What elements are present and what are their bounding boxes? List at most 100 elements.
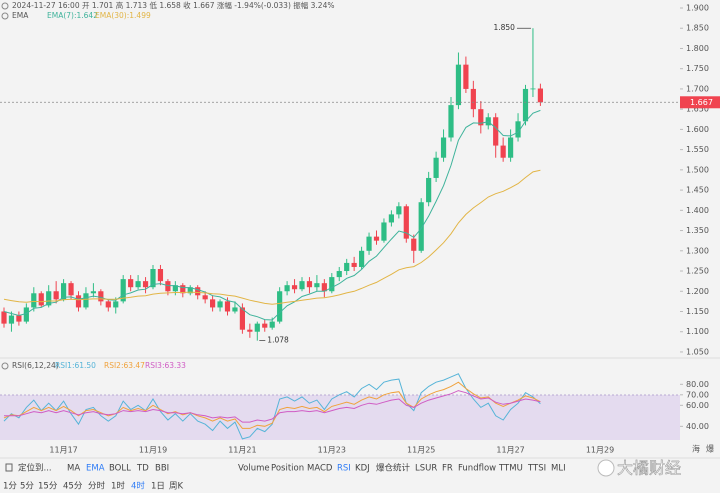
candle-body <box>165 281 171 292</box>
candle-body <box>291 285 298 290</box>
indicator-button[interactable]: TTSI <box>527 464 546 474</box>
candle <box>31 287 37 312</box>
candle <box>500 137 506 162</box>
indicator-button[interactable]: BBI <box>155 464 169 474</box>
line-series <box>4 390 541 423</box>
indicator-button[interactable]: Fundflow <box>458 464 496 474</box>
candle-body <box>83 293 89 308</box>
watermark: 大橘财经 <box>617 459 681 478</box>
line-series <box>3 373 541 440</box>
candle <box>157 264 164 286</box>
candle <box>336 266 342 282</box>
candle <box>388 210 394 227</box>
y-tick-label: 1.900 <box>686 4 709 13</box>
interval-button[interactable]: 45分 <box>63 482 83 492</box>
candle-body <box>128 279 134 288</box>
indicator-button[interactable]: FR <box>442 464 453 474</box>
indicator-button[interactable]: TD <box>136 464 149 474</box>
candle-body <box>31 293 37 308</box>
candle-body <box>329 277 335 292</box>
candle-body <box>314 283 320 288</box>
legend-entry: EMA(30):1.499 <box>95 11 151 20</box>
candle-body <box>38 293 44 306</box>
y-tick-label: 60.00 <box>686 401 709 410</box>
legend-entry: RSI2:63.47 <box>104 361 145 370</box>
candle-body <box>23 307 29 322</box>
candle-body <box>247 329 253 332</box>
candle <box>277 287 283 324</box>
candle-body <box>478 109 484 126</box>
candle <box>344 258 350 276</box>
candle <box>254 321 260 341</box>
indicator-button[interactable]: MA <box>67 464 80 474</box>
indicator-button[interactable]: EMA <box>86 464 105 474</box>
eye-icon[interactable] <box>1 362 9 370</box>
candle-body <box>1 311 7 324</box>
candle-body <box>537 88 543 103</box>
interval-button[interactable]: 1分 <box>3 482 17 492</box>
candle <box>396 202 402 219</box>
indicator-button[interactable]: Position <box>271 464 304 474</box>
indicator-button[interactable]: RSI <box>337 464 351 474</box>
candle-body <box>210 299 216 308</box>
indicator-button[interactable]: 爆仓统计 <box>376 463 411 474</box>
candle-body <box>515 121 521 138</box>
x-tick-label: 11月21 <box>228 446 256 455</box>
candle-body <box>46 291 52 306</box>
indicator-button[interactable]: Volume <box>238 464 270 474</box>
candle <box>180 283 186 298</box>
candle-body <box>284 285 290 292</box>
ohlc-header: 2024-11-27 16:00 开 1.701 高 1.713 低 1.658… <box>12 0 334 10</box>
interval-button[interactable]: 4时 <box>131 481 145 492</box>
candle <box>418 198 424 253</box>
candle-body <box>359 250 365 267</box>
eye-icon[interactable] <box>1 12 9 20</box>
indicator-button[interactable]: MLI <box>551 464 566 474</box>
candle-body <box>500 145 506 158</box>
side-label[interactable]: 爆 <box>706 444 714 454</box>
candle <box>455 52 462 110</box>
indicator-button[interactable]: MACD <box>307 464 333 474</box>
candle <box>128 275 134 292</box>
interval-button[interactable]: 5分 <box>20 482 34 492</box>
interval-button[interactable]: 周K <box>169 482 184 492</box>
candle <box>299 277 305 292</box>
candle-body <box>530 88 536 90</box>
interval-button[interactable]: 1时 <box>111 481 125 492</box>
rsi-title: RSI(6,12,24) <box>12 361 59 370</box>
side-label[interactable]: 海 <box>692 444 700 454</box>
candle <box>68 281 74 300</box>
indicator-button[interactable]: BOLL <box>109 464 131 474</box>
candle-body <box>351 262 357 267</box>
line-series <box>3 169 541 305</box>
candle <box>321 279 327 298</box>
y-tick-label: 1.350 <box>686 226 709 235</box>
indicator-button[interactable]: LSUR <box>415 464 437 474</box>
candle <box>530 28 536 98</box>
y-tick-label: 1.050 <box>686 347 709 356</box>
candle-body <box>508 137 514 158</box>
candle-body <box>522 88 529 122</box>
locate-button[interactable]: 定位到... <box>18 463 52 474</box>
line-series <box>3 381 541 429</box>
candle-body <box>98 291 104 302</box>
indicator-button[interactable]: KDJ <box>355 464 370 474</box>
interval-button[interactable]: 1日 <box>151 482 165 492</box>
candle <box>53 281 59 304</box>
candle-body <box>217 301 223 308</box>
candle-body <box>403 206 409 239</box>
candle-body <box>433 157 439 178</box>
x-tick-label: 11月23 <box>318 446 346 455</box>
candle <box>306 277 313 294</box>
candle-body <box>306 281 313 288</box>
y-tick-label: 1.700 <box>686 84 709 93</box>
interval-button[interactable]: 15分 <box>38 482 58 492</box>
candle-body <box>418 202 424 251</box>
max-label: 1.850 <box>493 23 515 32</box>
candle <box>411 234 417 263</box>
indicator-button[interactable]: TTMU <box>498 464 523 474</box>
y-tick-label: 1.850 <box>686 24 709 33</box>
interval-button[interactable]: 分时 <box>88 481 106 492</box>
candle <box>426 171 432 207</box>
